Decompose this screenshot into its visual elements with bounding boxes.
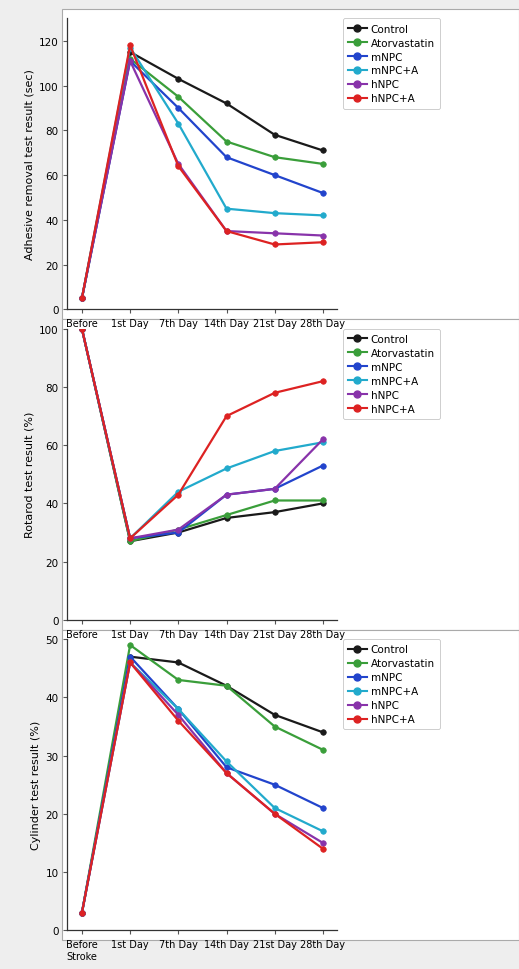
Y-axis label: Adhesive removal test result (sec): Adhesive removal test result (sec) <box>24 70 35 260</box>
Legend: Control, Atorvastatin, mNPC, mNPC+A, hNPC, hNPC+A: Control, Atorvastatin, mNPC, mNPC+A, hNP… <box>343 329 440 420</box>
Y-axis label: Rotarod test result (%): Rotarod test result (%) <box>24 412 35 538</box>
Legend: Control, Atorvastatin, mNPC, mNPC+A, hNPC, hNPC+A: Control, Atorvastatin, mNPC, mNPC+A, hNP… <box>343 640 440 730</box>
Legend: Control, Atorvastatin, mNPC, mNPC+A, hNPC, hNPC+A: Control, Atorvastatin, mNPC, mNPC+A, hNP… <box>343 19 440 109</box>
Y-axis label: Cylinder test result (%): Cylinder test result (%) <box>31 720 41 850</box>
